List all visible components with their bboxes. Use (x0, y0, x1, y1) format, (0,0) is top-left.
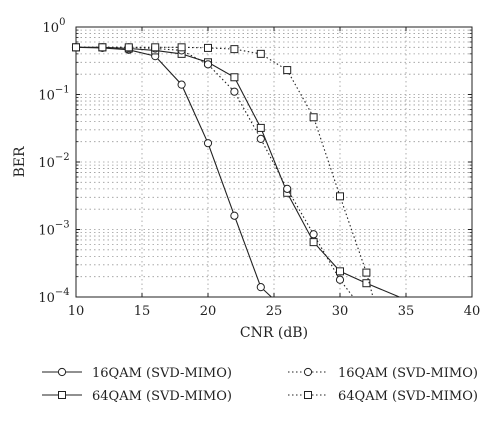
data-point (177, 43, 186, 52)
data-point (309, 238, 318, 247)
data-point (362, 279, 371, 288)
x-axis-label: CNR (dB) (240, 325, 308, 341)
data-point (335, 275, 345, 284)
series-2 (72, 43, 400, 298)
data-point (309, 230, 318, 239)
legend: 16QAM (SVD-MIMO) 64QAM (SVD-MIMO) 16QAM (S… (42, 366, 478, 404)
x-tick-label: 20 (200, 304, 217, 319)
y-tick-label: 10−3 (38, 220, 69, 239)
x-tick-label: 40 (464, 304, 481, 319)
data-point (151, 43, 160, 52)
data-point (256, 49, 265, 58)
data-point (336, 267, 344, 276)
data-point (230, 211, 239, 220)
data-point (256, 134, 265, 143)
x-tick-label: 30 (332, 304, 349, 319)
series-1 (71, 43, 272, 298)
series-3 (71, 43, 354, 298)
series-4 (72, 43, 374, 298)
data-point (230, 73, 239, 82)
legend-item: 64QAM (SVD-MIMO) (42, 389, 232, 404)
legend-label: 64QAM (SVD-MIMO) (92, 389, 232, 404)
data-point (177, 80, 186, 89)
data-point (203, 60, 213, 69)
y-axis-label: BER (12, 146, 28, 178)
x-tick-label: 15 (134, 304, 151, 319)
axis-ticks: 10 15 20 25 30 35 40 10−4 10−3 10−2 10−1 100 (38, 17, 480, 319)
legend-label: 16QAM (SVD-MIMO) (92, 366, 232, 381)
grid (76, 27, 472, 297)
data-point (98, 43, 107, 52)
y-tick-label: 10−4 (38, 287, 69, 306)
x-tick-label: 10 (68, 304, 85, 319)
data-point (204, 43, 212, 52)
data-point (256, 123, 265, 132)
y-tick-label: 10−1 (38, 85, 69, 104)
legend-item: 16QAM (SVD-MIMO) (42, 366, 232, 381)
data-point (72, 43, 80, 52)
legend-label: 16QAM (SVD-MIMO) (338, 366, 478, 381)
data-point (203, 139, 213, 148)
legend-item: 64QAM (SVD-MIMO) (288, 389, 478, 404)
series-line (75, 46, 272, 298)
legend-marker (57, 367, 67, 377)
x-tick-label: 25 (266, 304, 283, 319)
data-point (336, 192, 344, 201)
legend-item: 16QAM (SVD-MIMO) (288, 366, 478, 381)
series-layer (71, 43, 400, 298)
data-point (256, 283, 265, 292)
legend-marker (303, 367, 313, 377)
y-tick-label: 10−2 (38, 152, 69, 171)
data-point (230, 87, 239, 96)
legend-marker (58, 391, 66, 399)
legend-label: 64QAM (SVD-MIMO) (338, 389, 478, 404)
y-tick-label: 100 (43, 17, 66, 36)
data-point (283, 66, 292, 75)
data-point (283, 184, 292, 193)
data-point (230, 45, 239, 54)
data-point (124, 43, 133, 52)
data-point (362, 268, 371, 277)
x-tick-label: 35 (398, 304, 415, 319)
data-point (309, 113, 318, 122)
legend-marker (304, 391, 312, 399)
